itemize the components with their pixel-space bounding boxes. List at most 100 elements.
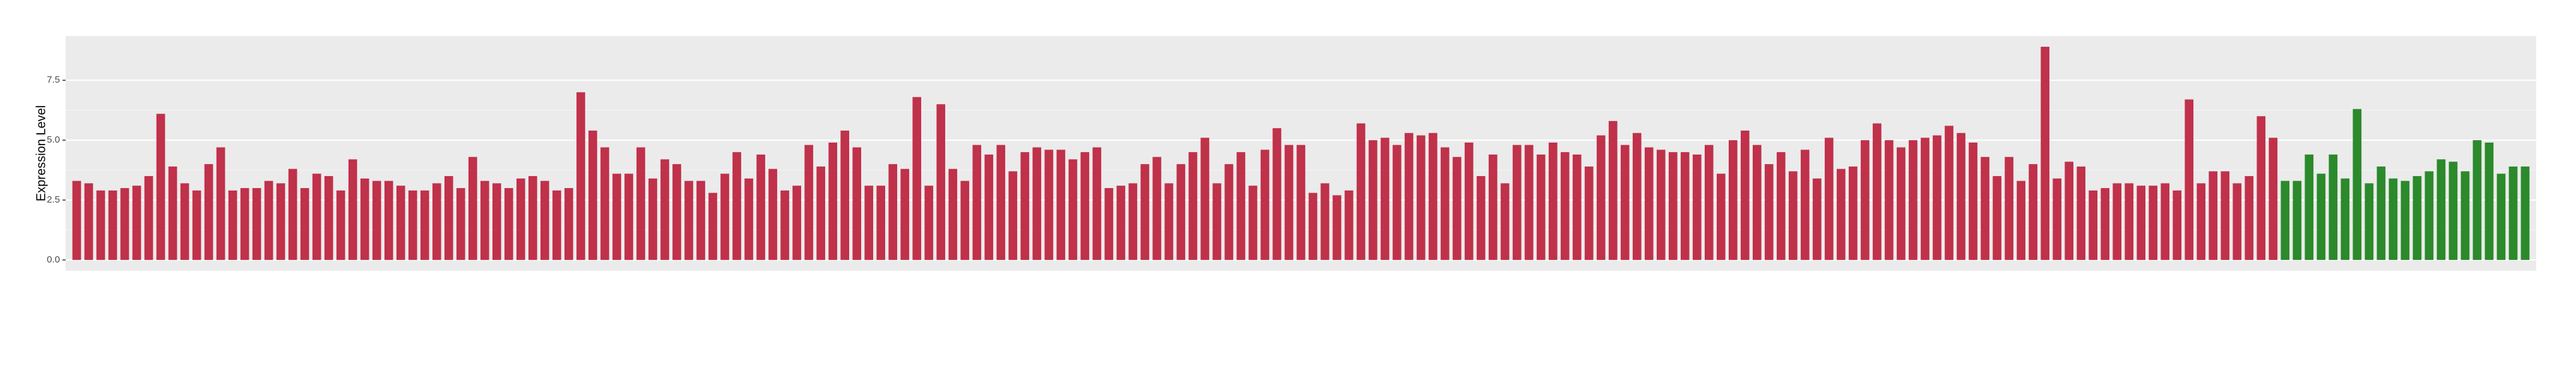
bar — [1368, 140, 1378, 260]
bar — [1813, 178, 1822, 260]
bar — [2005, 156, 2013, 260]
bar — [2484, 142, 2494, 260]
bar — [1116, 186, 1126, 260]
bar — [2305, 154, 2314, 260]
bar — [504, 188, 513, 260]
bar — [1104, 188, 1114, 260]
bar — [2376, 166, 2386, 260]
bar — [612, 174, 621, 260]
bar — [1524, 145, 1534, 260]
bar — [336, 190, 345, 260]
bar — [2329, 154, 2338, 260]
bar — [1356, 123, 1366, 260]
bar — [1692, 154, 1702, 260]
bar — [2436, 159, 2446, 260]
bar — [72, 180, 81, 260]
bar — [108, 190, 117, 260]
bar — [684, 180, 693, 260]
bar — [1020, 152, 1030, 260]
bar — [2496, 174, 2506, 260]
bar — [768, 168, 777, 260]
bar — [1933, 135, 1941, 260]
bar — [2400, 180, 2410, 260]
bar — [1512, 145, 1522, 260]
bar — [900, 168, 910, 260]
bar — [1885, 140, 1893, 260]
bar — [2173, 190, 2182, 260]
bar — [2340, 178, 2350, 260]
bar — [384, 180, 393, 260]
bar — [1056, 150, 1066, 260]
bar — [876, 186, 886, 260]
bar — [1344, 190, 1354, 260]
bar — [264, 180, 273, 260]
bar — [528, 176, 537, 260]
bar — [1176, 164, 1186, 260]
bar — [1416, 135, 1426, 260]
bar — [1801, 150, 1810, 260]
bar — [492, 183, 501, 260]
bar — [372, 180, 381, 260]
bar — [1704, 145, 1714, 260]
bar — [2520, 166, 2530, 260]
y-tick-label: 7.5 — [47, 74, 60, 85]
bar — [2185, 99, 2194, 260]
bar — [2364, 183, 2374, 260]
bar — [360, 178, 369, 260]
bar — [2221, 171, 2230, 260]
bar — [1044, 150, 1054, 260]
bar — [2077, 166, 2085, 260]
bar — [1716, 174, 1726, 260]
bar — [1644, 147, 1654, 260]
bar — [2233, 183, 2242, 260]
bar — [204, 164, 213, 260]
bar — [648, 178, 657, 260]
bar — [708, 192, 717, 260]
bar — [2424, 171, 2434, 260]
bar — [2508, 166, 2518, 260]
bar — [2281, 180, 2290, 260]
bar — [1008, 171, 1018, 260]
bar — [912, 97, 922, 260]
bar — [840, 130, 849, 260]
bar — [792, 186, 801, 260]
bar — [2113, 183, 2122, 260]
bar — [1320, 183, 1330, 260]
bar — [1248, 186, 1258, 260]
bar — [2065, 162, 2073, 260]
bar — [540, 180, 549, 260]
bar — [2388, 178, 2398, 260]
bar — [660, 159, 669, 260]
bar — [828, 142, 837, 260]
bar — [804, 145, 813, 260]
bar — [420, 190, 429, 260]
bar — [2017, 180, 2025, 260]
bar — [1861, 140, 1869, 260]
bar — [576, 92, 585, 260]
bar — [1656, 150, 1666, 260]
bar — [1777, 152, 1786, 260]
bar — [1260, 150, 1270, 260]
bar — [888, 164, 898, 260]
bar — [2125, 183, 2134, 260]
bar — [1680, 152, 1690, 260]
bar — [1128, 183, 1138, 260]
bar — [1476, 176, 1486, 260]
bar — [1452, 156, 1462, 260]
bar — [468, 156, 477, 260]
bar — [1596, 135, 1606, 260]
bar — [1488, 154, 1498, 260]
y-tick-label: 2.5 — [47, 194, 60, 205]
bar — [2448, 162, 2458, 260]
bar — [228, 190, 237, 260]
bar — [276, 183, 285, 260]
bar — [720, 174, 729, 260]
bar — [1993, 176, 2001, 260]
bar — [1284, 145, 1294, 260]
bar — [696, 180, 705, 260]
bar — [2412, 176, 2422, 260]
bar — [672, 164, 681, 260]
bar — [1296, 145, 1306, 260]
bar — [1572, 154, 1582, 260]
